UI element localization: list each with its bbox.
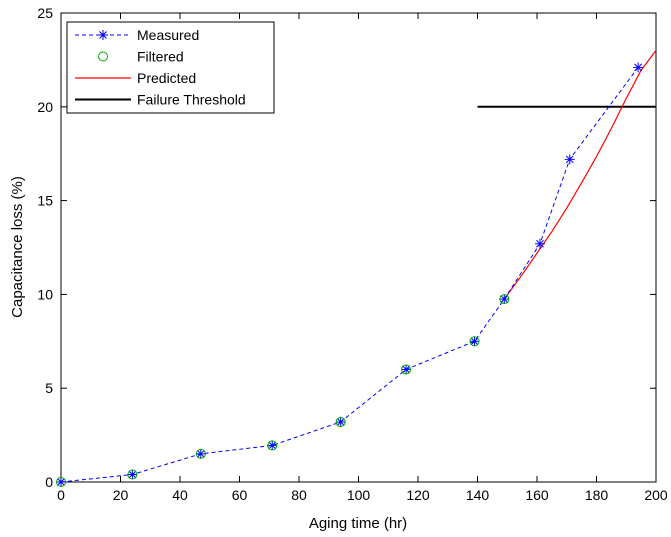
legend-label-predicted: Predicted <box>137 70 196 86</box>
measured-point <box>469 336 480 347</box>
measured-point <box>335 416 346 427</box>
x-tick-label: 100 <box>347 487 371 503</box>
x-tick-label: 0 <box>57 487 65 503</box>
filtered-point <box>335 416 346 427</box>
x-tick-label: 120 <box>406 487 430 503</box>
legend-marker-measured <box>98 30 108 40</box>
measured-point <box>499 294 510 305</box>
y-tick-label: 15 <box>37 193 53 209</box>
filtered-point <box>267 440 278 451</box>
x-tick-label: 80 <box>291 487 307 503</box>
x-tick-label: 40 <box>172 487 188 503</box>
legend-label-filtered: Filtered <box>137 49 184 65</box>
legend: Measured Filtered Predicted Failure Thresho… <box>66 21 275 114</box>
legend-label-measured: Measured <box>137 27 199 43</box>
y-axis-title: Capacitance loss (%) <box>9 176 26 318</box>
predicted-line <box>503 50 657 300</box>
filtered-point <box>56 477 66 487</box>
measured-point <box>633 62 644 73</box>
axis-ticks: 0 20 40 60 80 100 120 140 160 180 200 0 5 10 15 20 25 <box>37 5 667 503</box>
legend-swatch-filtered <box>98 51 108 62</box>
measured-point <box>534 238 545 249</box>
y-tick-label: 0 <box>45 474 53 490</box>
x-tick-label: 180 <box>585 487 609 503</box>
x-axis-title: Aging time (hr) <box>309 515 407 532</box>
x-tick-label: 60 <box>232 487 248 503</box>
y-tick-label: 10 <box>37 286 53 302</box>
measured-point <box>564 154 575 165</box>
measured-point <box>56 477 66 487</box>
measured-point <box>195 448 206 459</box>
x-tick-label: 200 <box>644 487 668 503</box>
filtered-point <box>499 294 510 305</box>
y-tick-label: 5 <box>45 380 53 396</box>
x-tick-label: 140 <box>466 487 490 503</box>
y-tick-label: 25 <box>37 5 53 21</box>
measured-point <box>401 364 412 375</box>
legend-label-failure-threshold: Failure Threshold <box>137 92 246 108</box>
measured-point <box>267 440 278 451</box>
x-tick-label: 160 <box>525 487 549 503</box>
filtered-point <box>469 336 480 347</box>
filtered-point <box>127 469 138 480</box>
y-tick-label: 20 <box>37 99 53 115</box>
filtered-point <box>401 364 412 375</box>
measured-point <box>127 469 138 480</box>
filtered-point <box>195 448 206 459</box>
x-tick-label: 20 <box>113 487 129 503</box>
series-layer <box>56 50 657 487</box>
